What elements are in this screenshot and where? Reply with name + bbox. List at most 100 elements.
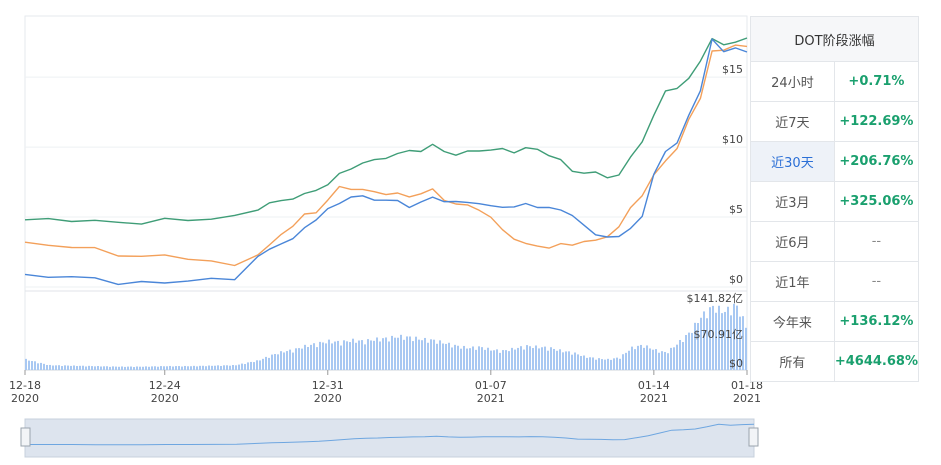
volume-bar: [589, 357, 591, 370]
y-tick-label: $10: [722, 133, 743, 146]
volume-tick-label: $70.91亿: [694, 328, 744, 341]
volume-bar: [700, 317, 702, 370]
table-row[interactable]: 近6月 --: [750, 221, 920, 262]
row-label[interactable]: 近30天: [750, 141, 835, 182]
volume-bar: [460, 348, 462, 370]
volume-bar: [262, 358, 264, 370]
navigator-right-handle[interactable]: [748, 427, 759, 447]
volume-bar: [304, 344, 306, 370]
y-axis-labels: $0 $5 $10 $15: [722, 63, 743, 286]
x-tick-year: 2020: [11, 392, 39, 405]
volume-bar: [202, 365, 204, 370]
row-value: --: [833, 261, 920, 302]
volume-bar: [661, 351, 663, 370]
volume-bar: [175, 366, 177, 370]
volume-bar: [520, 346, 522, 370]
volume-bar: [376, 337, 378, 370]
volume-bar: [208, 365, 210, 370]
volume-bar: [616, 357, 618, 370]
volume-bar: [706, 318, 708, 370]
table-row[interactable]: 近1年 --: [750, 261, 920, 302]
volume-bar: [169, 365, 171, 370]
volume-bar: [568, 351, 570, 370]
volume-bar: [340, 345, 342, 370]
table-row[interactable]: 今年来 +136.12%: [750, 301, 920, 342]
volume-bar: [529, 346, 531, 370]
volume-bar: [475, 349, 477, 370]
volume-bar: [67, 365, 69, 370]
volume-bar: [400, 334, 402, 370]
volume-bar: [436, 343, 438, 370]
volume-bar: [355, 342, 357, 370]
volume-bar: [424, 337, 426, 370]
row-label[interactable]: 近6月: [750, 221, 835, 262]
volume-bar: [517, 347, 519, 370]
volume-tick-label: $0: [729, 357, 743, 370]
volume-bar: [31, 361, 33, 370]
navigator-line: [25, 423, 755, 446]
volume-bar: [385, 337, 387, 370]
price-lines: [24, 37, 748, 286]
volume-bar: [463, 345, 465, 370]
volume-bar: [559, 349, 561, 370]
volume-bar: [301, 348, 303, 370]
volume-bar: [388, 341, 390, 370]
volume-bar: [634, 349, 636, 370]
volume-bar: [523, 349, 525, 370]
volume-bar: [382, 338, 384, 370]
volume-bar: [592, 357, 594, 370]
volume-bar: [655, 349, 657, 370]
row-label[interactable]: 近7天: [750, 101, 835, 142]
volume-bar: [289, 349, 291, 370]
volume-bar: [451, 347, 453, 370]
volume-bar: [610, 359, 612, 370]
volume-bar: [490, 350, 492, 370]
volume-bar: [604, 359, 606, 370]
row-value: +325.06%: [833, 181, 920, 222]
volume-bar: [115, 366, 117, 370]
volume-bar: [235, 365, 237, 370]
volume-bar: [106, 366, 108, 370]
table-title: DOT阶段涨幅: [750, 16, 919, 62]
volume-bar: [40, 362, 42, 370]
table-row[interactable]: 所有 +4644.68%: [750, 341, 920, 382]
volume-bar: [277, 354, 279, 370]
volume-bars: [25, 303, 747, 370]
volume-bar: [535, 345, 537, 370]
row-label[interactable]: 近3月: [750, 181, 835, 222]
row-label[interactable]: 24小时: [750, 61, 835, 102]
plot-frame: [24, 15, 748, 371]
volume-bar: [94, 366, 96, 370]
volume-bar: [343, 340, 345, 370]
table-row[interactable]: 近7天 +122.69%: [750, 101, 920, 142]
volume-bar: [334, 341, 336, 370]
volume-bar: [121, 366, 123, 370]
volume-bar: [82, 365, 84, 370]
volume-bar: [232, 364, 234, 370]
x-tick-year: 2020: [151, 392, 179, 405]
table-row[interactable]: 近3月 +325.06%: [750, 181, 920, 222]
volume-bar: [325, 343, 327, 370]
volume-bar: [109, 366, 111, 370]
volume-bar: [316, 347, 318, 370]
table-row[interactable]: 近30天 +206.76%: [750, 141, 920, 182]
price-series-line: [24, 37, 748, 225]
volume-bar: [286, 351, 288, 370]
volume-bar: [136, 366, 138, 370]
volume-bar: [79, 365, 81, 370]
volume-bar: [502, 350, 504, 370]
table-row[interactable]: 24小时 +0.71%: [750, 61, 920, 102]
navigator-left-handle[interactable]: [20, 427, 31, 447]
volume-bar: [205, 366, 207, 370]
volume-bar: [397, 337, 399, 370]
volume-bar: [601, 359, 603, 370]
row-label[interactable]: 今年来: [750, 301, 835, 342]
volume-bar: [259, 360, 261, 370]
row-label[interactable]: 所有: [750, 341, 835, 382]
row-label[interactable]: 近1年: [750, 261, 835, 302]
volume-bar: [514, 349, 516, 370]
range-navigator[interactable]: [20, 418, 759, 458]
volume-bar: [139, 366, 141, 370]
volume-bar: [733, 303, 735, 370]
volume-bar: [445, 343, 447, 370]
